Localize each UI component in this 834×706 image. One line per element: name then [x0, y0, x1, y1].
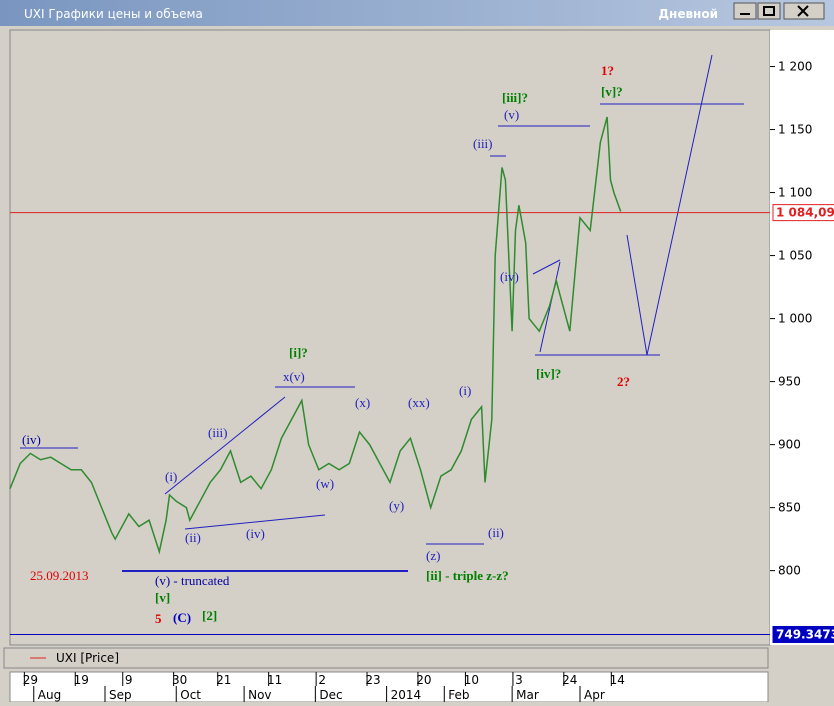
wave-drawings	[20, 54, 744, 572]
wave-label: (v) - truncated	[155, 573, 230, 588]
wave-label: [v]?	[601, 84, 623, 99]
wave-label: 2?	[617, 374, 630, 389]
x-tick-label: 29	[23, 673, 38, 687]
maximize-button[interactable]	[757, 2, 781, 20]
legend-area	[3, 647, 769, 669]
x-tick-label: 20	[416, 673, 431, 687]
wave-label: [2]	[202, 608, 217, 623]
month-label: Dec	[319, 688, 342, 702]
wave-label: (C)	[173, 610, 191, 625]
y-axis-area	[770, 30, 834, 645]
wave-label: (iv)	[22, 432, 41, 447]
wave-label: (z)	[426, 548, 440, 563]
wave-label: (i)	[459, 383, 471, 398]
x-tick-label: 14	[610, 673, 625, 687]
window-icons	[740, 5, 809, 17]
plot-area	[9, 29, 771, 646]
x-tick-label: 21	[216, 673, 231, 687]
month-label: Oct	[180, 688, 201, 702]
wave-label: (iii)	[208, 425, 228, 440]
x-tick-label: 30	[172, 673, 187, 687]
minimize-button[interactable]	[733, 2, 757, 20]
price-label: 1 084,09	[776, 206, 834, 220]
wave-label: (iv)	[500, 269, 519, 284]
x-tick-label: 19	[74, 673, 89, 687]
price-label-box	[772, 625, 834, 643]
wave-label: (ii)	[488, 525, 504, 540]
price-label: 749.3473	[776, 627, 834, 641]
wave-label: [i]?	[289, 345, 308, 360]
y-tick-label: 1 200	[778, 60, 812, 74]
wave-label: [v]	[155, 590, 170, 605]
x-tick-label: 9	[125, 673, 133, 687]
wave-label: (xx)	[408, 395, 430, 410]
title-bar	[0, 0, 834, 26]
wave-label: [ii] - triple z-z?	[426, 568, 509, 583]
month-label: Mar	[516, 688, 539, 702]
month-label: Feb	[448, 688, 469, 702]
y-tick-label: 1 100	[778, 186, 812, 200]
x-tick-label: 2	[318, 673, 326, 687]
period: Дневной	[658, 7, 718, 21]
price-line-series	[9, 116, 622, 555]
x-tick-label: 24	[562, 673, 577, 687]
wave-label: (iii)	[473, 136, 493, 151]
month-label: Aug	[38, 688, 61, 702]
x-tick-label: 23	[365, 673, 380, 687]
y-tick-label: 900	[778, 438, 801, 452]
legend-label: UXI [Price]	[56, 651, 119, 665]
wave-label: (i)	[165, 469, 177, 484]
wave-label: (w)	[316, 476, 334, 491]
y-tick-label: 950	[778, 375, 801, 389]
wave-label: 5	[155, 611, 162, 626]
wave-label: (ii)	[185, 530, 201, 545]
y-tick-label: 1 050	[778, 249, 812, 263]
month-label: 2014	[391, 688, 422, 702]
y-tick-label: 1 150	[778, 123, 812, 137]
y-tick-label: 850	[778, 501, 801, 515]
x-tick-label: 10	[464, 673, 479, 687]
wave-label: (y)	[389, 498, 404, 513]
x-tick-label: 11	[267, 673, 282, 687]
wave-label: x(v)	[283, 369, 305, 384]
month-label: Apr	[584, 688, 605, 702]
wave-label: [iv]?	[536, 366, 561, 381]
wave-label: [iii]?	[502, 90, 528, 105]
wave-label: 25.09.2013	[30, 568, 89, 583]
month-label: Sep	[109, 688, 132, 702]
month-label: Nov	[248, 688, 271, 702]
wave-label: (iv)	[246, 526, 265, 541]
y-tick-label: 1 000	[778, 312, 812, 326]
window-title: UXI Графики цены и объема	[24, 7, 203, 21]
y-tick-label: 800	[778, 564, 801, 578]
wave-label: (x)	[355, 395, 370, 410]
x-tick-label: 3	[515, 673, 523, 687]
wave-label: 1?	[601, 63, 614, 78]
wave-label: (v)	[504, 107, 519, 122]
price-label-box	[772, 204, 834, 222]
